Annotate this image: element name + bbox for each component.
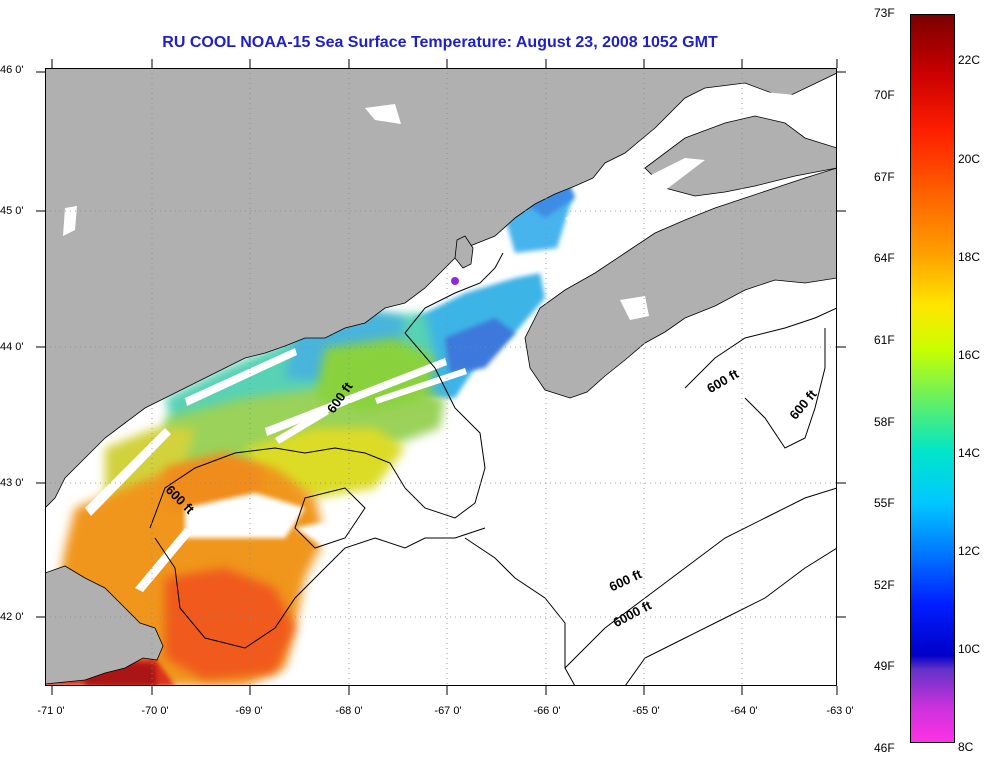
colorbar-label-22c: 22C xyxy=(958,53,981,67)
land-clouds xyxy=(63,90,805,320)
colorbar-label-8c: 8C xyxy=(958,740,974,754)
lon-label-70: -70 0' xyxy=(141,705,169,717)
lat-label-46: 46 0' xyxy=(0,64,24,76)
colorbar-label-52f: 52F xyxy=(874,578,895,592)
colorbar-label-20c: 20C xyxy=(958,152,981,166)
lon-label-63: -63 0' xyxy=(826,705,854,717)
colorbar-label-67f: 67F xyxy=(874,170,895,184)
colorbar-label-12c: 12C xyxy=(958,544,981,558)
colorbar-label-14c: 14C xyxy=(958,446,981,460)
colorbar-label-64f: 64F xyxy=(874,251,895,265)
land xyxy=(45,68,837,685)
graticule xyxy=(45,68,837,686)
colorbar-label-18c: 18C xyxy=(958,250,981,264)
lon-label-66: -66 0' xyxy=(533,705,561,717)
colorbar-label-49f: 49F xyxy=(874,659,895,673)
lat-label-45: 45 0' xyxy=(0,205,24,217)
lon-label-71: -71 0' xyxy=(37,705,65,717)
lon-label-64: -64 0' xyxy=(730,705,758,717)
lon-label-65: -65 0' xyxy=(632,705,660,717)
lat-label-44: 44 0' xyxy=(0,341,24,353)
lat-label-42: 42 0' xyxy=(0,611,24,623)
colorbar-label-10c: 10C xyxy=(958,642,981,656)
sst-map xyxy=(45,68,837,686)
sst-map-canvas xyxy=(45,68,837,686)
sst-patches xyxy=(45,82,575,686)
colorbar-label-70f: 70F xyxy=(874,88,895,102)
lon-label-67: -67 0' xyxy=(434,705,462,717)
colorbar-label-46f: 46F xyxy=(874,741,895,755)
colorbar-label-58f: 58F xyxy=(874,415,895,429)
lon-label-69: -69 0' xyxy=(235,705,263,717)
map-title: RU COOL NOAA-15 Sea Surface Temperature:… xyxy=(162,34,718,51)
contours xyxy=(149,252,837,686)
colorbar-label-73f: 73F xyxy=(874,6,895,20)
colorbar xyxy=(910,14,955,743)
colorbar-label-55f: 55F xyxy=(874,496,895,510)
map-border xyxy=(45,68,837,686)
colorbar-label-61f: 61F xyxy=(874,333,895,347)
colorbar-label-16c: 16C xyxy=(958,348,981,362)
lon-label-68: -68 0' xyxy=(335,705,363,717)
lat-label-43: 43 0' xyxy=(0,477,24,489)
